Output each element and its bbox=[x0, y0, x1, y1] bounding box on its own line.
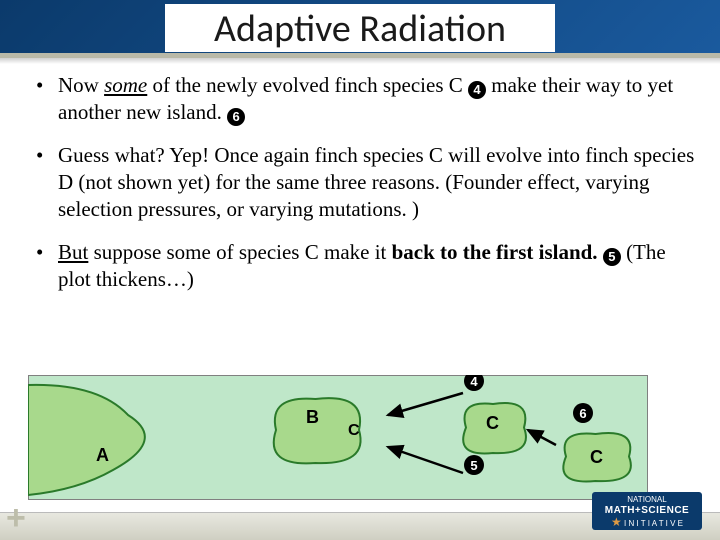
svg-text:C: C bbox=[348, 422, 360, 439]
bullet-dot: • bbox=[36, 142, 58, 223]
bullet-1: • Now some of the newly evolved finch sp… bbox=[36, 72, 700, 126]
bullet-1-text: Now some of the newly evolved finch spec… bbox=[58, 72, 700, 126]
txt: suppose some of species C make it bbox=[88, 240, 391, 264]
txt-back: back to the first island. bbox=[392, 240, 598, 264]
page-title: Adaptive Radiation bbox=[165, 4, 555, 52]
star-icon: ★ bbox=[611, 515, 622, 529]
header-shadow bbox=[0, 58, 720, 64]
bullet-dot: • bbox=[36, 239, 58, 293]
islands-diagram: A B C C C 4 5 6 bbox=[28, 375, 648, 500]
bullet-2: • Guess what? Yep! Once again finch spec… bbox=[36, 142, 700, 223]
txt: Now bbox=[58, 73, 104, 97]
diagram-svg: A B C C C 4 5 6 bbox=[28, 375, 648, 500]
txt-but: But bbox=[58, 240, 88, 264]
svg-text:A: A bbox=[96, 445, 109, 465]
txt: of the newly evolved finch species C bbox=[147, 73, 468, 97]
bullet-3: • But suppose some of species C make it … bbox=[36, 239, 700, 293]
svg-text:C: C bbox=[590, 447, 603, 467]
nms-logo: NATIONAL MATH+SCIENCE ★ I N I T I A T I … bbox=[592, 492, 702, 530]
svg-text:4: 4 bbox=[470, 375, 478, 389]
bullet-3-text: But suppose some of species C make it ba… bbox=[58, 239, 700, 293]
bullet-2-text: Guess what? Yep! Once again finch specie… bbox=[58, 142, 700, 223]
svg-text:B: B bbox=[306, 407, 319, 427]
content-area: • Now some of the newly evolved finch sp… bbox=[36, 72, 700, 309]
logo-line3: I N I T I A T I V E bbox=[624, 519, 683, 528]
logo-line1: NATIONAL bbox=[592, 496, 702, 505]
circled-5-icon: 5 bbox=[603, 248, 621, 266]
svg-text:6: 6 bbox=[579, 406, 586, 421]
svg-text:C: C bbox=[486, 413, 499, 433]
txt-some: some bbox=[104, 73, 147, 97]
svg-text:5: 5 bbox=[470, 458, 477, 473]
circled-4-icon: 4 bbox=[468, 81, 486, 99]
bullet-dot: • bbox=[36, 72, 58, 126]
plus-icon: + bbox=[6, 499, 26, 538]
circled-6-icon: 6 bbox=[227, 108, 245, 126]
